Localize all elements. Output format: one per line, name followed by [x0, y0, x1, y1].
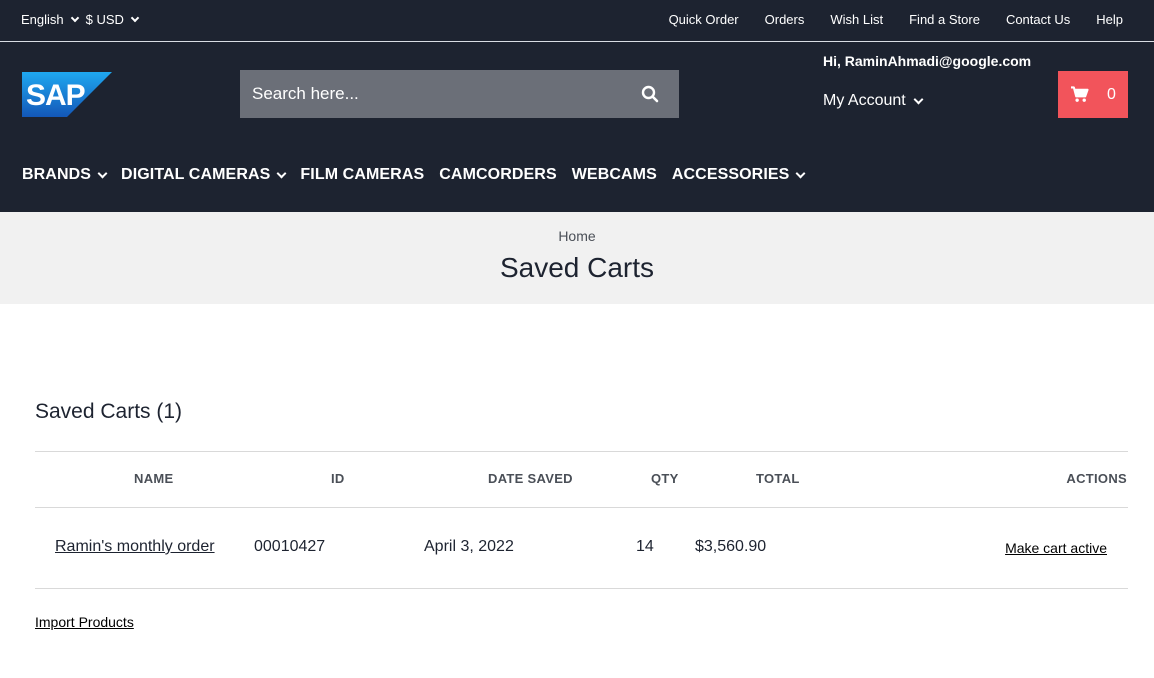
table-top-divider — [35, 451, 1128, 452]
chevron-down-icon — [70, 13, 79, 22]
header-row-divider — [35, 507, 1128, 508]
nav-item-film-cameras[interactable]: FILM CAMERAS — [300, 166, 424, 184]
saved-cart-qty: 14 — [636, 538, 654, 555]
nav-item-camcorders[interactable]: CAMCORDERS — [439, 166, 556, 184]
page-title-band: Home Saved Carts — [0, 212, 1154, 304]
locale-selectors: English $ USD — [21, 12, 146, 27]
help-link[interactable]: Help — [1096, 12, 1123, 27]
cart-count: 0 — [1107, 85, 1116, 103]
nav-item-accessories[interactable]: ACCESSORIES — [671, 166, 806, 184]
mini-cart-button[interactable]: 0 — [1058, 71, 1128, 118]
chevron-down-icon — [795, 168, 806, 178]
my-account-label: My Account — [823, 92, 906, 109]
contact-us-link[interactable]: Contact Us — [1005, 12, 1071, 27]
find-a-store-link[interactable]: Find a Store — [909, 12, 980, 27]
category-nav: BRANDS DIGITAL CAMERAS FILM CAMERAS CAMC… — [22, 166, 819, 184]
nav-item-label: ACCESSORIES — [671, 166, 790, 183]
column-header-actions: ACTIONS — [1066, 471, 1127, 486]
saved-cart-total: $3,560.90 — [695, 538, 767, 555]
page-title: Saved Carts — [499, 252, 655, 283]
chevron-down-icon — [276, 168, 287, 178]
chevron-down-icon — [97, 168, 108, 178]
utility-bar: English $ USD Quick Order Orders Wish Li… — [0, 0, 1154, 42]
language-selector[interactable]: English — [21, 12, 79, 27]
nav-item-label: BRANDS — [22, 166, 92, 183]
orders-link[interactable]: Orders — [764, 12, 805, 27]
wish-list-link[interactable]: Wish List — [830, 12, 884, 27]
logo-text: SAP — [26, 79, 85, 112]
saved-cart-date: April 3, 2022 — [424, 538, 514, 555]
search-box — [240, 70, 679, 118]
nav-item-label: FILM CAMERAS — [300, 166, 425, 183]
nav-item-label: CAMCORDERS — [439, 166, 557, 183]
sap-logo[interactable]: SAP — [22, 72, 112, 117]
saved-cart-id: 00010427 — [254, 538, 326, 555]
search-input[interactable] — [240, 70, 620, 118]
nav-item-label: DIGITAL CAMERAS — [121, 166, 271, 183]
my-account-menu[interactable]: My Account — [823, 92, 924, 110]
breadcrumb-home[interactable]: Home — [558, 228, 596, 244]
site-header: SAP Hi, RaminAhmadi@google.com My Accoun… — [0, 42, 1154, 212]
row-divider — [35, 588, 1128, 589]
nav-item-webcams[interactable]: WEBCAMS — [572, 166, 657, 184]
user-greeting: Hi, RaminAhmadi@google.com — [823, 53, 1032, 69]
saved-cart-name-link[interactable]: Ramin's monthly order — [55, 538, 215, 555]
currency-selector[interactable]: $ USD — [85, 12, 140, 27]
saved-carts-heading: Saved Carts (1) — [35, 400, 183, 423]
column-header-id: ID — [331, 471, 345, 486]
column-header-qty: QTY — [651, 471, 679, 486]
chevron-down-icon — [913, 94, 924, 104]
utility-links: Quick Order Orders Wish List Find a Stor… — [643, 12, 1123, 27]
column-header-total: TOTAL — [756, 471, 800, 486]
currency-label: $ USD — [85, 12, 124, 27]
language-label: English — [21, 12, 64, 27]
chevron-down-icon — [130, 13, 140, 22]
nav-item-digital-cameras[interactable]: DIGITAL CAMERAS — [121, 166, 287, 184]
quick-order-link[interactable]: Quick Order — [668, 12, 739, 27]
nav-item-brands[interactable]: BRANDS — [22, 166, 108, 184]
import-products-link[interactable]: Import Products — [35, 614, 134, 630]
cart-icon — [1071, 86, 1089, 102]
search-icon[interactable] — [641, 85, 659, 103]
make-cart-active-link[interactable]: Make cart active — [1005, 540, 1107, 556]
nav-item-label: WEBCAMS — [571, 166, 657, 183]
column-header-date-saved: DATE SAVED — [488, 471, 573, 486]
column-header-name: NAME — [134, 471, 174, 486]
